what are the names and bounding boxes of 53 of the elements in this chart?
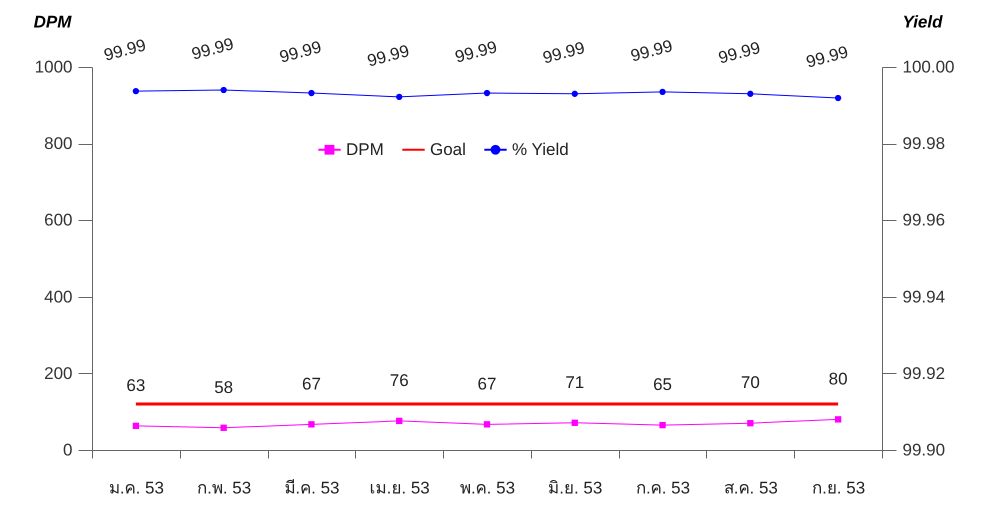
x-tick-label: มี.ค. 53 — [284, 478, 340, 498]
point — [572, 90, 578, 97]
data-label: 99.99 — [716, 38, 762, 68]
y2-tick-label: 99.90 — [902, 440, 946, 460]
point — [484, 90, 490, 96]
point — [747, 90, 754, 97]
y-tick-label: 1000 — [34, 58, 72, 76]
data-label: 65 — [653, 375, 672, 394]
y2-tick-label: 99.98 — [902, 134, 946, 154]
x-tick-label: เม.ย. 53 — [370, 478, 430, 498]
y2-tick-label: 100.00 — [902, 58, 954, 76]
data-label: 99.99 — [277, 37, 324, 67]
legend-label: DPM — [346, 140, 384, 159]
x-tick-label: พ.ค. 53 — [460, 478, 516, 498]
data-label: 67 — [478, 374, 496, 394]
data-label: 58 — [214, 378, 234, 397]
data-label: 70 — [740, 373, 760, 392]
y-tick-label: 800 — [44, 134, 72, 154]
point — [132, 88, 140, 94]
point — [659, 88, 666, 96]
data-label: 99.99 — [102, 35, 148, 65]
x-tick-label: มิ.ย. 53 — [548, 478, 602, 498]
data-label: 99.99 — [452, 37, 500, 67]
x-tick-label: ม.ค. 53 — [108, 478, 164, 498]
data-label: 76 — [390, 370, 409, 390]
point — [396, 94, 402, 100]
legend-label: % Yield — [512, 140, 569, 159]
data-label: 99.99 — [804, 42, 850, 72]
y2-tick-label: 99.94 — [902, 287, 946, 306]
point — [220, 86, 227, 94]
data-label: 71 — [565, 372, 584, 392]
y-axis-title: DPM — [34, 12, 72, 32]
y2-axis-title: Yield — [902, 12, 944, 32]
data-label: 99.99 — [540, 38, 587, 68]
y2-tick-label: 99.92 — [902, 364, 946, 383]
data-label: 99.99 — [190, 34, 236, 64]
x-tick-label: ก.พ. 53 — [197, 478, 252, 498]
data-label: 80 — [828, 369, 848, 388]
y-tick-label: 600 — [44, 210, 72, 230]
legend-label: Goal — [430, 140, 466, 159]
x-tick-label: ก.ค. 53 — [636, 478, 690, 498]
point — [308, 90, 315, 96]
x-tick-label: ก.ย. 53 — [812, 478, 866, 498]
y-tick-label: 0 — [63, 440, 72, 460]
x-tick-label: ส.ค. 53 — [724, 478, 778, 498]
data-label: 99.99 — [628, 36, 675, 66]
point — [834, 94, 842, 102]
data-label: 63 — [126, 376, 146, 395]
y2-tick-label: 99.96 — [902, 210, 946, 230]
y-tick-label: 400 — [44, 287, 72, 306]
y-tick-label: 200 — [44, 364, 72, 383]
data-label: 99.99 — [365, 41, 412, 71]
data-label: 67 — [302, 374, 321, 394]
